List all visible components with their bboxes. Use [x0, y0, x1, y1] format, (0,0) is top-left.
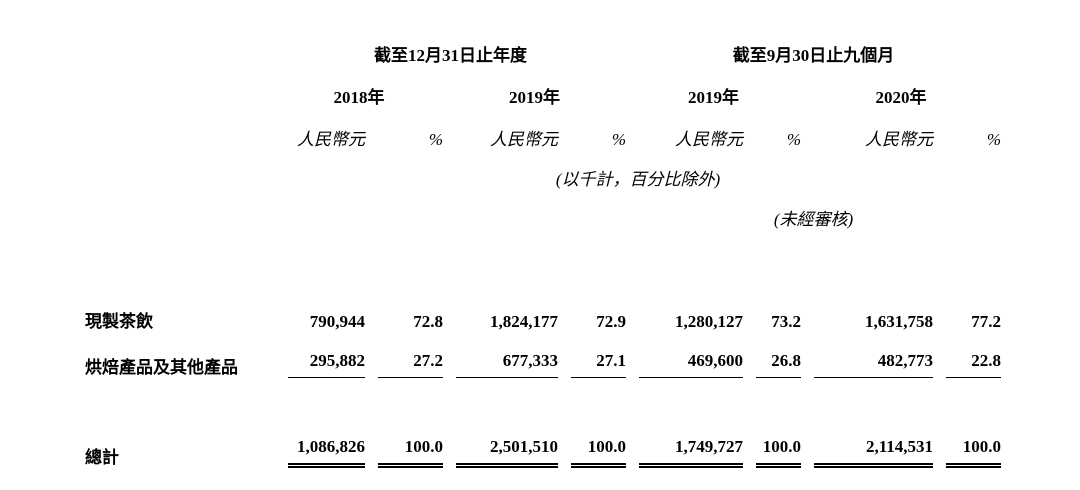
- row-label: 現製茶飲: [85, 311, 153, 331]
- empty-cell: [275, 190, 626, 230]
- row-label: 烘焙產品及其他產品: [85, 357, 238, 377]
- total-label: 總計: [85, 447, 119, 467]
- cell-value: 27.2: [365, 332, 443, 378]
- year-header-2019: 2019年: [509, 87, 560, 107]
- cell-text: 100.0: [946, 437, 1001, 468]
- empty-cell: [85, 150, 275, 190]
- cell-text: 100.0: [571, 437, 626, 468]
- cell-value: 73.2: [771, 311, 801, 331]
- percent-header: %: [786, 129, 801, 149]
- spacer: [85, 230, 1001, 286]
- cell-text: 27.1: [571, 351, 626, 378]
- total-value: 2,114,531: [801, 422, 933, 468]
- year-header-2019-9m: 2019年: [688, 87, 739, 107]
- percent-header: %: [611, 129, 626, 149]
- cell-text: 469,600: [639, 351, 743, 378]
- period-group-header-row: 截至12月31日止年度 截至9月30日止九個月: [85, 26, 1001, 66]
- cell-text: 1,749,727: [639, 437, 743, 468]
- group-title-nine-months: 截至9月30日止九個月: [732, 45, 895, 65]
- total-value: 2,501,510: [443, 422, 558, 468]
- cell-text: 26.8: [756, 351, 801, 378]
- year-header-2020-9m: 2020年: [875, 87, 927, 107]
- cell-value: 72.8: [413, 311, 443, 331]
- cell-text: 677,333: [456, 351, 558, 378]
- cell-value: 22.8: [933, 332, 1001, 378]
- cell-text: 100.0: [756, 437, 801, 468]
- total-value: 1,749,727: [626, 422, 743, 468]
- cell-text: 482,773: [814, 351, 933, 378]
- total-row: 總計 1,086,826 100.0 2,501,510 100.0 1,749…: [85, 422, 1001, 468]
- percent-header: %: [986, 129, 1001, 149]
- empty-cell: [85, 66, 275, 108]
- table-row-tea-drinks: 現製茶飲 790,944 72.8 1,824,177 72.9 1,280,1…: [85, 286, 1001, 332]
- cell-value: 1,631,758: [865, 311, 933, 331]
- empty-cell: [85, 190, 275, 230]
- column-header-row: 人民幣元 % 人民幣元 % 人民幣元 % 人民幣元 %: [85, 108, 1001, 150]
- cell-value: 295,882: [275, 332, 365, 378]
- cell-value: 469,600: [626, 332, 743, 378]
- amount-header: 人民幣元: [297, 129, 365, 149]
- cell-text: 100.0: [378, 437, 443, 468]
- cell-text: 22.8: [946, 351, 1001, 378]
- empty-cell: [85, 108, 275, 150]
- group-title-annual: 截至12月31日止年度: [374, 45, 527, 65]
- year-header-2018: 2018年: [333, 87, 385, 107]
- cell-value: 1,824,177: [490, 311, 558, 331]
- amount-header: 人民幣元: [675, 129, 743, 149]
- unaudited-note: (未經審核): [773, 209, 854, 229]
- cell-text: 2,114,531: [814, 437, 933, 468]
- cell-value: 677,333: [443, 332, 558, 378]
- unaudited-note-row: (未經審核): [85, 190, 1001, 230]
- cell-value: 482,773: [801, 332, 933, 378]
- total-value: 100.0: [558, 422, 626, 468]
- cell-value: 1,280,127: [675, 311, 743, 331]
- spacer: [85, 378, 1001, 422]
- table-row-bakery-products: 烘焙產品及其他產品 295,882 27.2 677,333 27.1 469,…: [85, 332, 1001, 378]
- total-value: 1,086,826: [275, 422, 365, 468]
- units-note-row: (以千計，百分比除外): [85, 150, 1001, 190]
- percent-header: %: [428, 129, 443, 149]
- amount-header: 人民幣元: [865, 129, 933, 149]
- cell-value: 790,944: [309, 311, 365, 331]
- year-header-row: 2018年 2019年 2019年 2020年: [85, 66, 1001, 108]
- cell-value: 72.9: [596, 311, 626, 331]
- revenue-breakdown-table: 截至12月31日止年度 截至9月30日止九個月 2018年 2019年 2019…: [85, 26, 1001, 468]
- amount-header: 人民幣元: [490, 129, 558, 149]
- total-value: 100.0: [743, 422, 801, 468]
- cell-value: 27.1: [558, 332, 626, 378]
- total-value: 100.0: [365, 422, 443, 468]
- cell-value: 77.2: [971, 311, 1001, 331]
- cell-text: 2,501,510: [456, 437, 558, 468]
- units-note: (以千計，百分比除外): [555, 169, 721, 189]
- empty-cell: [85, 26, 275, 66]
- cell-text: 1,086,826: [288, 437, 365, 468]
- total-value: 100.0: [933, 422, 1001, 468]
- financial-table-page: 截至12月31日止年度 截至9月30日止九個月 2018年 2019年 2019…: [85, 26, 1001, 468]
- cell-text: 295,882: [288, 351, 365, 378]
- cell-value: 26.8: [743, 332, 801, 378]
- cell-text: 27.2: [378, 351, 443, 378]
